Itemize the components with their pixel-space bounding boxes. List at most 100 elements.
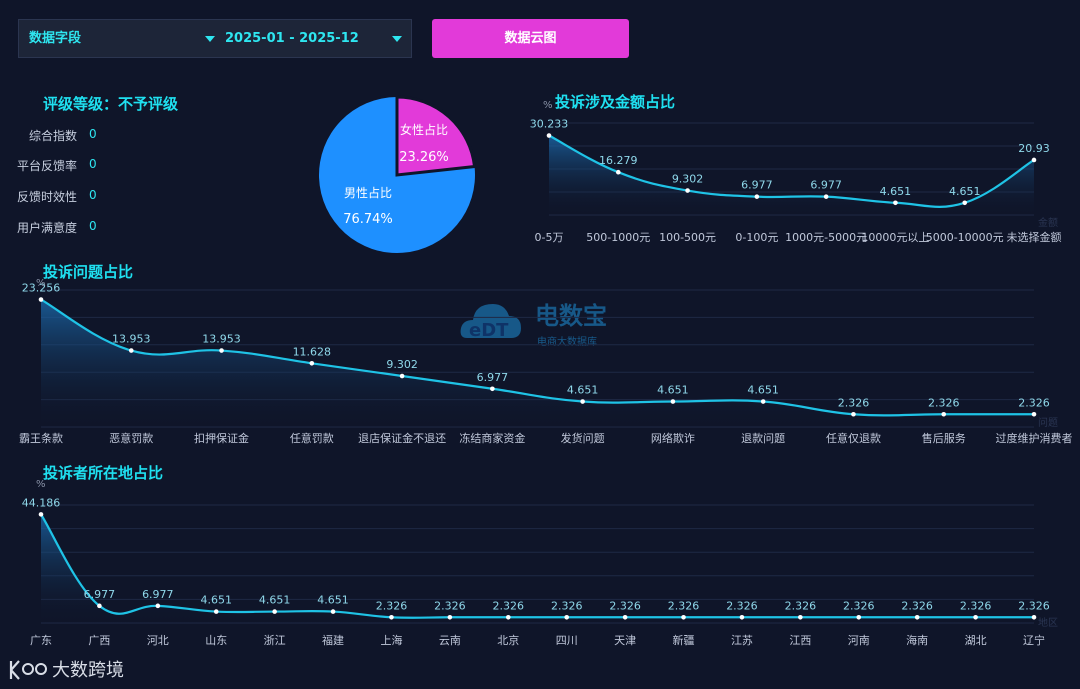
data-point [564, 614, 570, 620]
category-label: 0-5万 [535, 231, 564, 244]
data-label: 6.977 [741, 179, 773, 192]
category-label: 5000-10000元 [926, 231, 1004, 244]
rating-value: 0 [89, 157, 97, 171]
data-label: 13.953 [202, 333, 241, 346]
data-label: 4.651 [567, 384, 599, 397]
data-point [615, 169, 621, 175]
category-label: 任意仅退款 [826, 431, 881, 445]
filter-bar: 数据字段 2025-01 - 2025-12 [18, 19, 412, 58]
data-label: 4.651 [880, 185, 912, 198]
data-label: 2.326 [960, 599, 992, 612]
data-label: 16.279 [599, 154, 638, 167]
pie-slice-female [395, 95, 477, 177]
data-label: 2.326 [493, 599, 525, 612]
data-label: 4.651 [949, 185, 981, 198]
rating-label: 用户满意度 [16, 221, 77, 235]
data-point [670, 399, 676, 404]
chart-title: 投诉涉及金额占比 [555, 93, 675, 111]
data-point [38, 297, 44, 302]
category-label: 山东 [205, 634, 227, 647]
data-point [685, 188, 690, 193]
data-point [856, 614, 862, 620]
category-label: 江西 [789, 634, 811, 647]
category-label: 云南 [439, 634, 461, 647]
data-point [681, 614, 686, 620]
chevron-down-icon [205, 36, 215, 42]
data-label: 44.186 [22, 496, 61, 509]
category-label: 广西 [88, 634, 110, 647]
data-label: 2.326 [1018, 396, 1050, 409]
category-label: 霸王条款 [19, 431, 63, 445]
data-label: 2.326 [551, 599, 583, 612]
category-label: 任意罚款 [290, 431, 334, 445]
data-label: 2.326 [609, 599, 641, 612]
data-label: 2.326 [843, 599, 875, 612]
data-point [941, 411, 947, 417]
data-label: 4.651 [747, 384, 779, 397]
data-label: 4.651 [200, 594, 232, 607]
data-point [622, 614, 628, 620]
chevron-down-icon [392, 36, 402, 42]
data-point [330, 609, 336, 614]
data-point [823, 194, 829, 199]
data-point [38, 512, 44, 517]
data-label: 13.953 [112, 333, 151, 346]
rating-label: 综合指数 [28, 129, 77, 143]
rating-value: 0 [89, 188, 97, 202]
watermark-brand: 电数宝 [535, 302, 607, 330]
category-label: 退店保证金不退还 [358, 431, 446, 445]
category-label: 湖北 [965, 634, 987, 647]
category-label: 未选择金额 [1007, 230, 1062, 244]
data-label: 2.326 [376, 599, 408, 612]
category-label: 广东 [30, 634, 52, 647]
data-label: 2.326 [726, 599, 758, 612]
data-point [447, 614, 453, 620]
data-label: 6.977 [810, 179, 842, 192]
data-point [739, 614, 745, 620]
field-select[interactable]: 数据字段 [29, 20, 215, 57]
category-label: 河南 [848, 634, 870, 647]
pie-female-value: 23.26% [399, 150, 449, 165]
category-label: 新疆 [673, 633, 695, 647]
category-label: 10000元以上 [861, 231, 929, 244]
date-range-label: 2025-01 - 2025-12 [225, 31, 359, 46]
data-label: 6.977 [84, 588, 116, 601]
category-label: 100-500元 [659, 231, 716, 244]
data-label: 11.628 [293, 345, 332, 358]
data-point [580, 399, 585, 404]
data-label: 6.977 [477, 371, 509, 384]
data-label: 2.326 [434, 599, 466, 612]
data-label: 6.977 [142, 588, 174, 601]
rating-label: 反馈时效性 [16, 190, 77, 204]
category-label: 过度维护消费者 [996, 431, 1073, 445]
data-point [1031, 411, 1037, 417]
date-range-select[interactable]: 2025-01 - 2025-12 [225, 20, 411, 57]
area-fill [41, 299, 1034, 427]
bottom-brand-text: 大数跨境 [52, 660, 124, 681]
data-label: 2.326 [838, 396, 870, 409]
category-label: 网络欺诈 [651, 431, 695, 445]
chart-title: 投诉者所在地占比 [43, 464, 163, 482]
data-label: 9.302 [672, 173, 704, 186]
category-label: 500-1000元 [586, 231, 650, 244]
pie-male-label: 男性占比 [344, 185, 392, 200]
category-label: 售后服务 [922, 431, 966, 445]
data-point [546, 133, 552, 138]
y-axis-unit: % [543, 100, 553, 111]
data-point [213, 609, 219, 614]
data-cloud-button[interactable]: 数据云图 [432, 19, 629, 58]
data-label: 2.326 [668, 599, 700, 612]
data-point [798, 614, 803, 620]
category-label: 1000元-5000元 [785, 231, 867, 244]
category-label: 海南 [906, 633, 928, 647]
data-point [272, 609, 277, 614]
data-point [962, 200, 968, 206]
category-label: 河北 [147, 634, 169, 647]
data-point [973, 614, 978, 620]
category-label: 冻结商家资金 [459, 431, 525, 445]
watermark-mark: eDT [469, 320, 509, 341]
pie-female-label: 女性占比 [400, 122, 448, 137]
category-label: 福建 [322, 633, 344, 647]
category-label: 北京 [497, 633, 519, 647]
